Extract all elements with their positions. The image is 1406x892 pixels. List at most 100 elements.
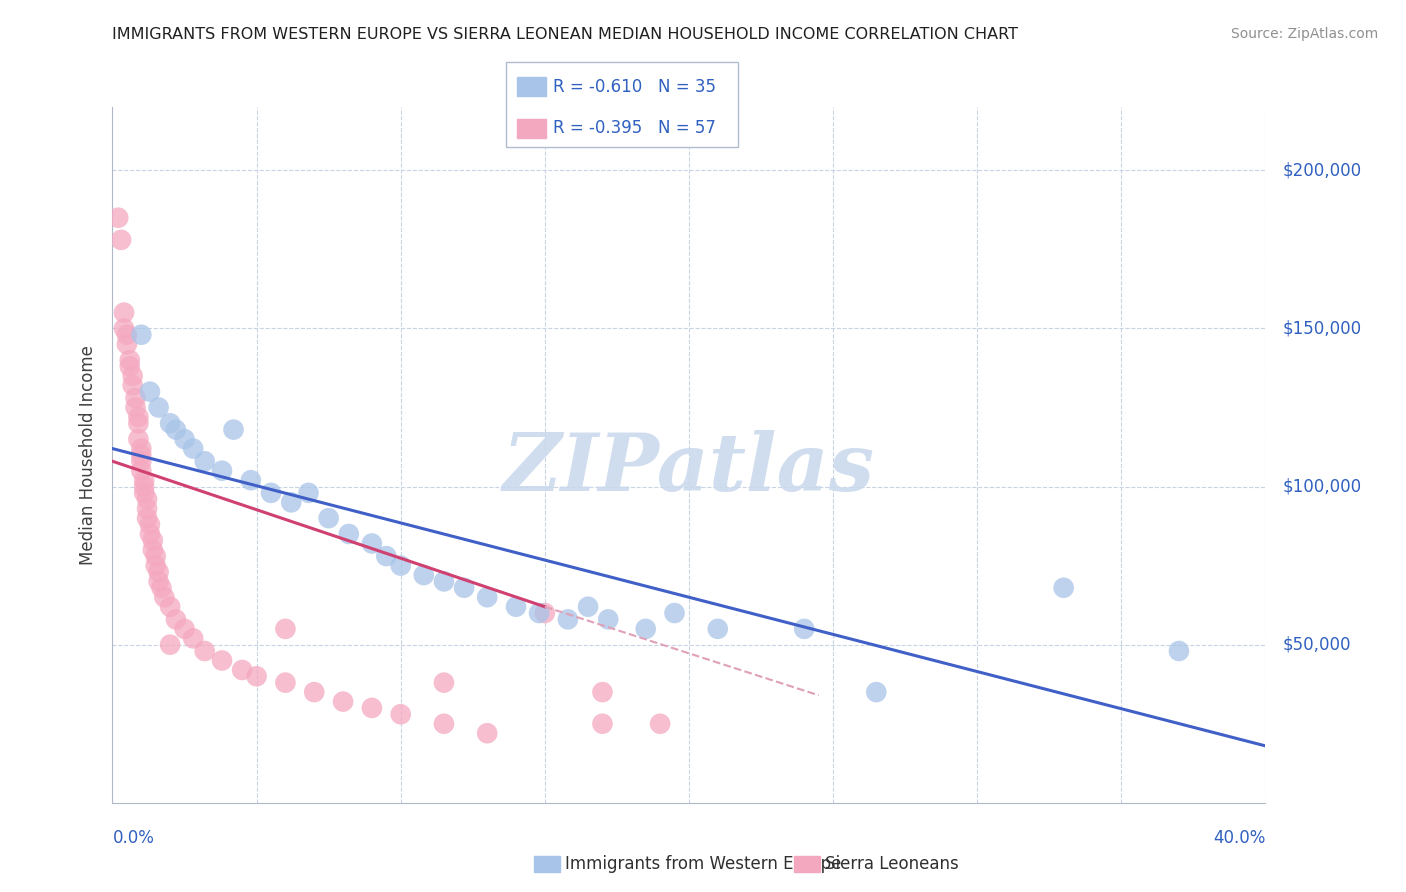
Point [260,486,283,500]
Point [173,622,195,636]
Text: 40.0%: 40.0% [1213,829,1265,847]
Point [127,417,149,431]
Point [165,612,187,626]
Point [360,536,382,550]
Point [142,533,165,548]
Point [280,495,302,509]
Text: Source: ZipAtlas.com: Source: ZipAtlas.com [1230,27,1378,41]
Point [865,685,887,699]
Point [527,606,550,620]
Point [121,368,143,383]
Point [297,486,319,500]
Text: IMMIGRANTS FROM WESTERN EUROPE VS SIERRA LEONEAN MEDIAN HOUSEHOLD INCOME CORRELA: IMMIGRANTS FROM WESTERN EUROPE VS SIERRA… [112,27,1018,42]
Point [118,359,141,374]
Point [129,327,153,342]
Text: Sierra Leoneans: Sierra Leoneans [825,855,959,873]
Point [129,442,153,456]
Point [211,653,233,667]
Point [145,549,167,563]
Point [433,675,456,690]
Point [433,574,456,589]
Point [134,486,156,500]
Point [115,337,138,351]
Point [706,622,728,636]
Point [1167,644,1189,658]
Text: $150,000: $150,000 [1282,319,1361,337]
Point [115,327,138,342]
Text: 0.0%: 0.0% [112,829,155,847]
Point [194,644,217,658]
Point [557,612,579,626]
Point [412,568,434,582]
Point [129,454,153,468]
Point [453,581,475,595]
Point [110,233,132,247]
Point [274,675,297,690]
Text: $50,000: $50,000 [1282,636,1351,654]
Point [136,501,159,516]
Text: R = -0.610   N = 35: R = -0.610 N = 35 [553,78,716,95]
Point [136,511,159,525]
Point [112,305,135,319]
Point [664,606,686,620]
Point [592,685,614,699]
Point [648,716,672,731]
Point [239,473,262,487]
Text: Immigrants from Western Europe: Immigrants from Western Europe [565,855,842,873]
Point [231,663,253,677]
Point [181,632,204,646]
Point [159,599,181,614]
Point [142,542,165,557]
Y-axis label: Median Household Income: Median Household Income [79,345,97,565]
Point [150,581,173,595]
Point [153,591,176,605]
Point [1052,581,1074,595]
Point [576,599,599,614]
Point [793,622,815,636]
Point [332,695,354,709]
Point [112,321,135,335]
Point [107,211,129,225]
Point [222,423,245,437]
Point [145,558,167,573]
Point [148,565,170,579]
Point [124,401,146,415]
Point [121,378,143,392]
Text: $200,000: $200,000 [1282,161,1361,179]
Point [127,432,149,446]
Point [139,517,162,532]
Point [318,511,340,525]
Point [433,716,456,731]
Point [173,432,195,446]
Point [139,384,162,399]
Point [304,685,326,699]
Point [124,391,146,405]
Point [360,701,382,715]
Point [139,527,162,541]
Point [148,574,170,589]
Point [194,454,217,468]
Point [129,464,153,478]
Point [245,669,267,683]
Point [148,401,170,415]
Point [389,558,412,573]
Point [165,423,187,437]
Point [134,473,156,487]
Point [181,442,204,456]
Text: ZIPatlas: ZIPatlas [503,430,875,508]
Text: R = -0.395   N = 57: R = -0.395 N = 57 [553,120,716,137]
Text: $100,000: $100,000 [1282,477,1361,496]
Point [475,591,498,605]
Point [505,599,527,614]
Point [118,353,141,368]
Point [475,726,498,740]
Point [159,638,181,652]
Point [337,527,360,541]
Point [533,606,555,620]
Point [598,612,620,626]
Point [634,622,657,636]
Point [274,622,297,636]
Point [375,549,398,563]
Point [389,707,412,722]
Point [592,716,614,731]
